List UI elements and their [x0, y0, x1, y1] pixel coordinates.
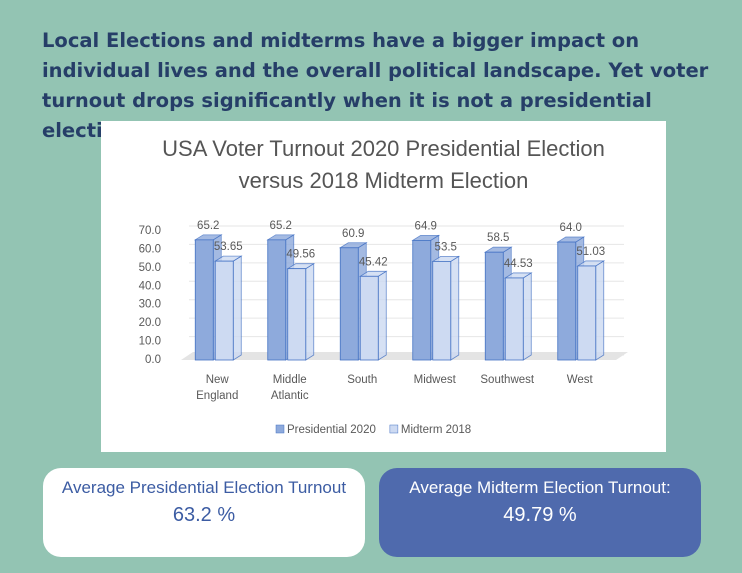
value-label: 60.9 [342, 228, 364, 240]
y-tick-label: 40.0 [139, 280, 161, 292]
value-label: 44.53 [504, 258, 533, 270]
value-label: 65.2 [270, 220, 292, 232]
y-tick-label: 0.0 [145, 354, 161, 366]
y-tick-label: 60.0 [139, 243, 161, 255]
bar [577, 265, 597, 361]
y-tick-label: 70.0 [139, 225, 161, 237]
chart-svg: 0.0 10.0 20.0 30.0 40.0 50.0 60.0 70.0 65.2 53.65… [139, 220, 628, 436]
value-label: 45.42 [359, 256, 388, 268]
value-label: 65.2 [197, 220, 219, 232]
card-label: Average Midterm Election Turnout: [409, 478, 671, 497]
card-value: 63.2 % [172, 504, 236, 526]
bar [214, 260, 234, 361]
x-tick-label: Middle Atlantic [270, 374, 309, 402]
bar [267, 239, 287, 361]
x-tick-label: South [347, 374, 378, 386]
legend-label: Midterm 2018 [401, 424, 471, 436]
y-tick-label: 50.0 [139, 262, 161, 274]
card-label: Average Presidential Election Turnout [61, 478, 347, 497]
bar-side [377, 270, 387, 361]
value-label: 64.0 [560, 222, 582, 234]
bar [412, 239, 432, 361]
bar [432, 261, 452, 361]
bar [339, 247, 359, 361]
y-tick-label: 30.0 [139, 299, 161, 311]
y-tick-label: 20.0 [139, 317, 161, 329]
x-tick-label: Southwest [480, 374, 535, 386]
y-tick-label: 10.0 [139, 336, 161, 348]
value-label: 64.9 [415, 220, 437, 232]
x-tick-label: New England [196, 374, 239, 402]
legend-swatch [389, 424, 399, 434]
legend-label: Presidential 2020 [287, 424, 376, 436]
heading: Local Elections and midterms have a bigg… [42, 29, 709, 142]
x-tick-label: West [566, 374, 593, 386]
x-tick-label: Midwest [413, 374, 456, 386]
bar [504, 277, 524, 361]
bar [484, 251, 504, 361]
bar [557, 241, 577, 361]
value-label: 53.5 [435, 241, 457, 253]
bar-side [450, 255, 460, 361]
chart-title: USA Voter Turnout 2020 Presidential Elec… [162, 136, 605, 193]
bar-side [595, 260, 605, 361]
bar [359, 275, 379, 361]
value-label: 53.65 [214, 241, 243, 253]
card: Average Midterm Election Turnout: 49.79 … [379, 468, 701, 557]
bar-side [232, 255, 242, 361]
bar-side [522, 272, 532, 361]
legend-swatch [275, 424, 285, 434]
bar [287, 268, 307, 361]
bar-side [305, 262, 315, 361]
chart: 0.0 10.0 20.0 30.0 40.0 50.0 60.0 70.0 65.2 53.65… [101, 121, 666, 452]
value-label: 51.03 [576, 246, 605, 258]
card-value: 49.79 % [503, 504, 577, 526]
value-label: 58.5 [487, 232, 509, 244]
card: Average Presidential Election Turnout 63… [43, 468, 365, 557]
bar [194, 239, 214, 361]
value-label: 49.56 [286, 249, 315, 261]
